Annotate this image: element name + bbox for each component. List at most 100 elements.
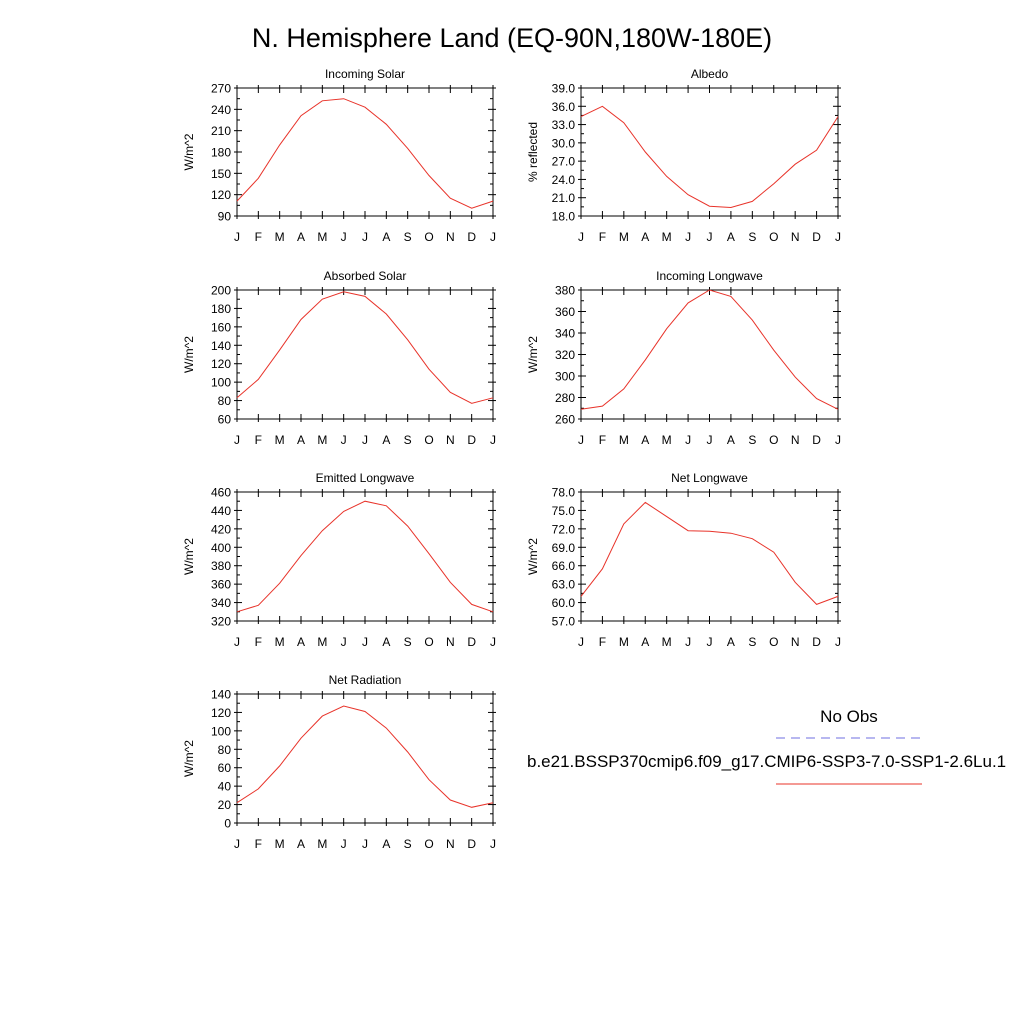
x-tick-label: S [404,230,412,244]
x-tick-label: J [578,433,584,447]
legend: No Obs b.e21.BSSP370cmip6.f09_g17.CMIP6-… [527,707,1006,785]
x-tick-label: M [317,230,327,244]
y-tick-label: 340 [555,327,575,341]
y-tick-label: 40 [218,780,232,794]
x-tick-label: J [490,635,496,649]
x-tick-label: A [297,837,305,851]
x-tick-label: J [835,433,841,447]
x-tick-label: A [382,433,390,447]
x-tick-label: F [255,635,262,649]
x-tick-label: A [641,230,649,244]
y-tick-label: 27.0 [552,155,576,169]
x-tick-label: J [685,433,691,447]
x-tick-label: O [769,230,778,244]
x-tick-label: A [641,635,649,649]
plot-frame [580,491,839,622]
x-tick-label: J [578,635,584,649]
y-axis-label: W/m^2 [182,336,196,373]
x-tick-label: M [662,635,672,649]
y-tick-label: 150 [211,167,231,181]
x-tick-label: J [341,433,347,447]
y-tick-label: 160 [211,320,231,334]
y-tick-label: 120 [211,357,231,371]
y-tick-label: 320 [555,348,575,362]
x-tick-label: M [275,837,285,851]
x-tick-label: A [641,433,649,447]
plot-frame [236,289,494,420]
y-tick-label: 21.0 [552,191,576,205]
x-tick-label: S [404,635,412,649]
y-tick-label: 60 [218,413,232,427]
x-tick-label: J [707,433,713,447]
x-tick-label: D [812,230,821,244]
series-line [236,500,494,613]
y-tick-label: 36.0 [552,100,576,114]
y-tick-label: 270 [211,82,231,96]
panel-title: Net Radiation [329,673,402,687]
figure-title: N. Hemisphere Land (EQ-90N,180W-180E) [252,23,772,53]
y-tick-label: 280 [555,391,575,405]
y-tick-label: 360 [211,578,231,592]
x-tick-label: D [812,635,821,649]
y-axis-label: W/m^2 [182,133,196,170]
y-tick-label: 200 [211,284,231,298]
x-tick-label: S [748,635,756,649]
plot-frame [580,289,839,420]
x-tick-label: D [467,230,476,244]
y-tick-label: 18.0 [552,210,576,224]
legend-model-label: b.e21.BSSP370cmip6.f09_g17.CMIP6-SSP3-7.… [527,752,1006,771]
x-tick-label: J [490,433,496,447]
series-line [236,705,494,808]
x-tick-label: D [812,433,821,447]
x-tick-label: O [769,635,778,649]
y-tick-label: 39.0 [552,82,576,96]
x-tick-label: J [578,230,584,244]
y-tick-label: 78.0 [552,486,576,500]
y-tick-label: 60 [218,761,232,775]
x-tick-label: A [382,230,390,244]
x-tick-label: M [619,635,629,649]
x-tick-label: A [727,230,735,244]
x-tick-label: J [234,230,240,244]
y-axis-label: W/m^2 [182,538,196,575]
x-tick-label: O [424,837,433,851]
y-tick-label: 460 [211,486,231,500]
x-tick-label: D [467,837,476,851]
y-tick-label: 180 [211,146,231,160]
x-tick-label: O [424,635,433,649]
y-tick-label: 24.0 [552,173,576,187]
y-tick-label: 30.0 [552,136,576,150]
x-tick-label: M [662,433,672,447]
x-tick-label: N [791,635,800,649]
x-tick-label: N [791,230,800,244]
x-tick-label: N [446,433,455,447]
y-tick-label: 60.0 [552,596,576,610]
y-tick-label: 100 [211,376,231,390]
x-tick-label: J [835,230,841,244]
y-tick-label: 75.0 [552,504,576,518]
x-tick-label: N [446,230,455,244]
x-tick-label: J [362,433,368,447]
series-line [580,501,839,605]
y-tick-label: 400 [211,541,231,555]
x-tick-label: J [490,837,496,851]
x-tick-label: O [769,433,778,447]
x-tick-label: F [599,230,606,244]
plot-frame [580,87,839,217]
x-tick-label: N [446,837,455,851]
x-tick-label: M [317,837,327,851]
x-tick-label: M [275,230,285,244]
y-tick-label: 260 [555,413,575,427]
series-line [580,105,839,209]
x-tick-label: N [446,635,455,649]
x-tick-label: J [234,837,240,851]
y-tick-label: 90 [218,210,232,224]
x-tick-label: J [362,635,368,649]
x-tick-label: J [707,635,713,649]
panel-title: Emitted Longwave [316,471,415,485]
